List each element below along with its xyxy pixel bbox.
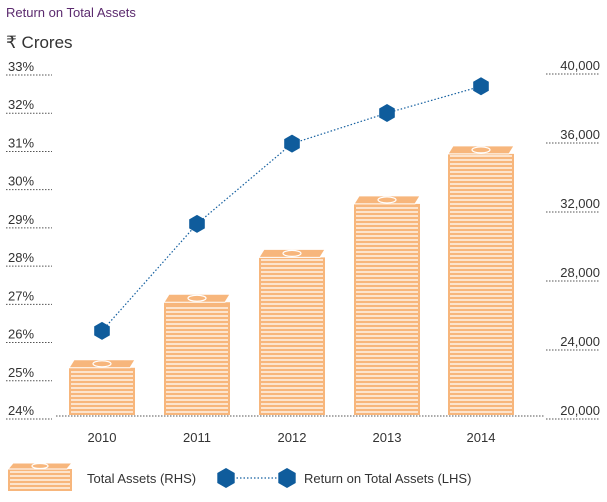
- category-label-2011: 2011: [183, 430, 211, 445]
- category-label-2012: 2012: [278, 430, 307, 445]
- legend-marker-right: [278, 468, 296, 488]
- bar-top-note: [447, 145, 515, 155]
- roa-point-2013: [379, 104, 395, 122]
- hexagon-icon: [217, 468, 296, 488]
- left-tick-label: 30%: [8, 174, 34, 189]
- bar-note-seal: [282, 249, 302, 257]
- right-tick-label: 40,000: [560, 58, 600, 73]
- left-tick-label: 29%: [8, 212, 34, 227]
- bar-2012: [258, 248, 326, 415]
- bar-2011: [163, 293, 231, 415]
- bar-note-seal: [471, 146, 491, 154]
- bar-2013: [353, 195, 421, 415]
- bar-note-seal: [92, 360, 112, 368]
- right-tick-label: 32,000: [560, 196, 600, 211]
- bar-top-note: [163, 293, 231, 303]
- roa-point-2014: [473, 77, 489, 96]
- chart-title: Return on Total Assets: [6, 5, 136, 20]
- banknote-stack-icon: [6, 462, 74, 491]
- left-tick-label: 31%: [8, 135, 34, 150]
- left-tick-label: 26%: [8, 327, 34, 342]
- legend-bar-seal: [31, 462, 49, 470]
- bar-top-note: [353, 195, 421, 205]
- roa-point-2010: [94, 321, 110, 340]
- units-label: ₹ Crores: [6, 33, 73, 52]
- bar-body: [164, 302, 230, 415]
- category-label-2013: 2013: [373, 430, 402, 445]
- right-tick-label: 24,000: [560, 334, 600, 349]
- bar-note-seal: [377, 196, 397, 204]
- legend-label-total-assets: Total Assets (RHS): [87, 471, 196, 486]
- bar-top-note: [258, 248, 326, 258]
- bar-2014: [447, 145, 515, 415]
- left-tick-label: 32%: [8, 97, 34, 112]
- legend-label-roa: Return on Total Assets (LHS): [304, 471, 471, 486]
- legend-marker-left: [217, 468, 235, 488]
- legend: Total Assets (RHS) Return on Total Assets…: [6, 462, 471, 491]
- category-label-2014: 2014: [467, 430, 496, 445]
- left-tick-label: 27%: [8, 288, 34, 303]
- left-tick-label: 24%: [8, 403, 34, 418]
- bar-top-note: [68, 359, 136, 369]
- roa-point-2012: [284, 134, 300, 153]
- legend-bar-top: [6, 462, 74, 470]
- right-tick-label: 20,000: [560, 403, 600, 418]
- left-tick-label: 25%: [8, 365, 34, 380]
- bar-2010: [68, 359, 136, 415]
- left-tick-label: 33%: [8, 59, 34, 74]
- category-label-2010: 2010: [88, 430, 117, 445]
- left-tick-label: 28%: [8, 250, 34, 265]
- right-tick-label: 36,000: [560, 127, 600, 142]
- right-tick-label: 28,000: [560, 265, 600, 280]
- bar-note-seal: [187, 294, 207, 302]
- roa-point-2011: [189, 214, 205, 233]
